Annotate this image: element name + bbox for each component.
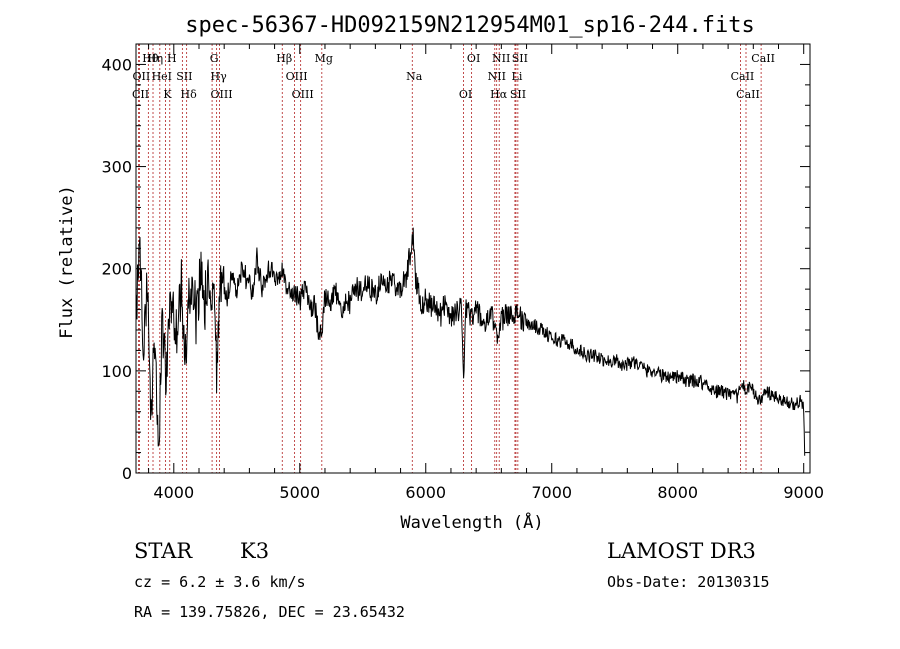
redshift-readout: cz = 6.2 ± 3.6 km/s <box>134 573 306 591</box>
spectrum-line <box>135 227 806 456</box>
axis-ticks: 4000 5000 6000 7000 8000 9000 0 100 200 300 400 <box>101 43 824 502</box>
y-tick-label: 100 <box>101 362 132 381</box>
axes <box>135 43 811 474</box>
line-marker-label: OIII <box>210 88 232 101</box>
coordinates: RA = 139.75826, DEC = 23.65432 <box>134 603 405 621</box>
line-marker-label: Hθ <box>142 52 159 65</box>
line-marker-label: CII <box>132 88 149 101</box>
line-marker-label: HeI <box>152 70 172 83</box>
x-tick-label: 8000 <box>657 483 698 502</box>
x-tick-label: 9000 <box>783 483 824 502</box>
emission-line-markers <box>138 44 762 473</box>
line-marker-label: OII <box>133 70 151 83</box>
line-marker-label: K <box>163 88 172 101</box>
x-tick-label: 5000 <box>279 483 320 502</box>
line-marker-label: G <box>210 52 219 65</box>
survey-label: LAMOST DR3 <box>607 539 756 563</box>
line-marker-label: OI <box>467 52 480 65</box>
line-marker-label: SII <box>176 70 192 83</box>
y-tick-label: 400 <box>101 55 132 74</box>
line-marker-label: Hδ <box>181 88 198 101</box>
class-label: STAR <box>134 539 193 563</box>
subclass-label: K3 <box>240 539 270 563</box>
line-marker-label: Li <box>512 70 523 83</box>
emission-line-labels: Hθ OII CII Hη HeI K H SII Hδ G Hγ OIII Hβ OIII OIII Mg N… <box>132 52 775 101</box>
plot-frame <box>135 43 811 474</box>
line-marker-label: NII <box>492 52 510 65</box>
line-marker-label: CaII <box>751 52 775 65</box>
line-marker-label: Na <box>406 70 423 83</box>
line-marker-label: SII <box>510 88 526 101</box>
line-marker-label: OIII <box>292 88 314 101</box>
line-marker-label: NII <box>488 70 506 83</box>
line-marker-label: OIII <box>286 70 308 83</box>
line-marker-label: CaII <box>731 70 755 83</box>
x-tick-label: 4000 <box>153 483 194 502</box>
line-marker-label: Hβ <box>276 52 292 65</box>
line-marker-label: OI <box>459 88 472 101</box>
y-tick-label: 300 <box>101 158 132 177</box>
line-marker-label: SII <box>512 52 528 65</box>
x-tick-label: 7000 <box>531 483 572 502</box>
line-marker-label: Hα <box>490 88 508 101</box>
spectrum-series <box>135 227 806 456</box>
x-tick-label: 6000 <box>405 483 446 502</box>
x-axis-label: Wavelength (Å) <box>400 511 543 533</box>
y-axis-label: Flux (relative) <box>57 185 77 339</box>
line-marker-label: CaII <box>736 88 760 101</box>
line-marker-label: Hη <box>147 52 163 65</box>
y-tick-label: 0 <box>122 464 132 483</box>
line-marker-label: Hγ <box>211 70 228 83</box>
obs-date: Obs-Date: 20130315 <box>607 573 770 591</box>
y-tick-label: 200 <box>101 260 132 279</box>
chart-title: spec-56367-HD092159N212954M01_sp16-244.f… <box>185 13 755 38</box>
line-marker-label: H <box>167 52 177 65</box>
line-marker-label: Mg <box>315 52 333 65</box>
